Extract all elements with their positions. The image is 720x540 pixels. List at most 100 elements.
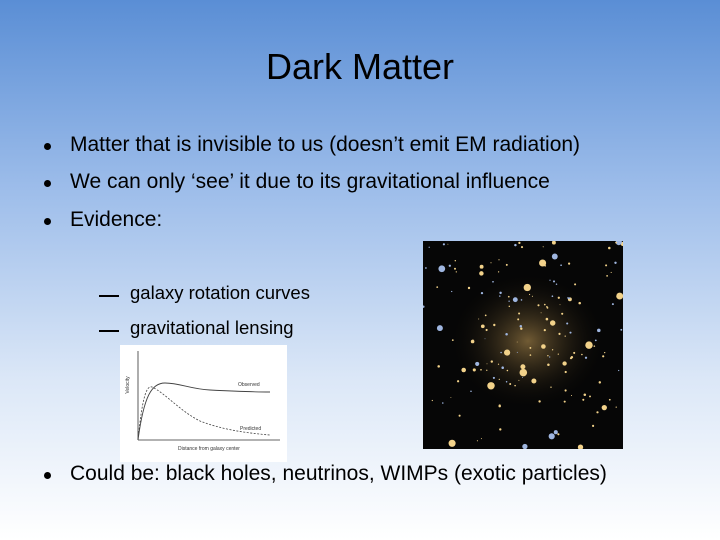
star [608,246,611,250]
star [442,243,445,246]
star [561,312,564,315]
star [478,318,480,320]
star [484,314,487,317]
star [604,351,606,354]
star [479,271,484,276]
star [559,304,561,306]
star [498,404,501,408]
star [558,332,561,335]
star [557,353,559,355]
star [578,301,581,305]
star [428,246,430,248]
star [467,286,471,290]
star [501,366,504,369]
star [543,329,546,332]
star [514,243,517,247]
star [425,267,427,269]
star [470,339,475,344]
star [517,318,520,321]
star [547,355,549,357]
star [520,364,526,370]
star [522,443,528,449]
star [461,367,466,373]
curve-label: Observed [238,382,260,388]
star [610,271,612,273]
predicted-curve [137,386,271,441]
star [486,363,488,365]
star [500,351,502,354]
star [476,440,478,442]
star [593,345,596,347]
star [568,262,571,265]
star [497,271,500,273]
star [594,339,597,342]
bullet-marker [44,472,51,479]
y-axis-label: Velocity [125,376,131,394]
star [454,267,456,270]
star [614,261,617,265]
star [529,354,532,356]
observed-curve [137,382,271,441]
bullet: Could be: black holes, neutrinos, WIMPs … [70,462,607,485]
star [490,262,492,264]
sub-bullet: gravitational lensing [130,317,294,338]
star [498,259,500,261]
star [450,396,452,398]
star [480,368,482,371]
star [611,303,614,306]
bullet: We can only ‘see’ it due to its gravitat… [70,170,550,193]
star [520,246,524,249]
star [497,363,500,365]
star [518,241,521,245]
star [552,280,556,283]
star [589,395,591,398]
star [581,353,583,356]
star [505,332,508,336]
star [480,291,484,295]
star [451,339,454,341]
star [505,381,508,383]
star [475,361,480,366]
star [487,382,495,390]
star [438,265,446,273]
star [577,444,584,449]
star [553,430,558,435]
bullet: Evidence: [70,208,163,231]
star [507,295,510,298]
star [573,351,576,354]
star [447,243,449,245]
star [456,380,460,383]
star [560,264,562,267]
star [596,411,599,414]
star [584,356,588,359]
star [557,433,560,436]
bullet-marker [44,180,51,187]
star [519,325,523,328]
star [479,264,484,269]
star [548,433,555,440]
star [470,390,472,393]
star [520,299,523,301]
star [541,344,546,349]
stars [423,241,623,449]
star [499,295,501,297]
star [566,322,569,325]
star [563,400,566,403]
star [615,406,617,408]
star [484,338,486,340]
star [529,293,531,296]
star [442,402,444,404]
star [597,328,601,333]
star [508,300,510,302]
star [583,393,587,397]
star [499,428,502,431]
star [448,264,451,267]
slide-title: Dark Matter [265,46,455,87]
star [436,325,443,332]
star [550,386,552,388]
star [540,312,542,314]
star [531,295,533,297]
star [436,286,439,288]
star [423,305,425,308]
star [547,363,550,366]
